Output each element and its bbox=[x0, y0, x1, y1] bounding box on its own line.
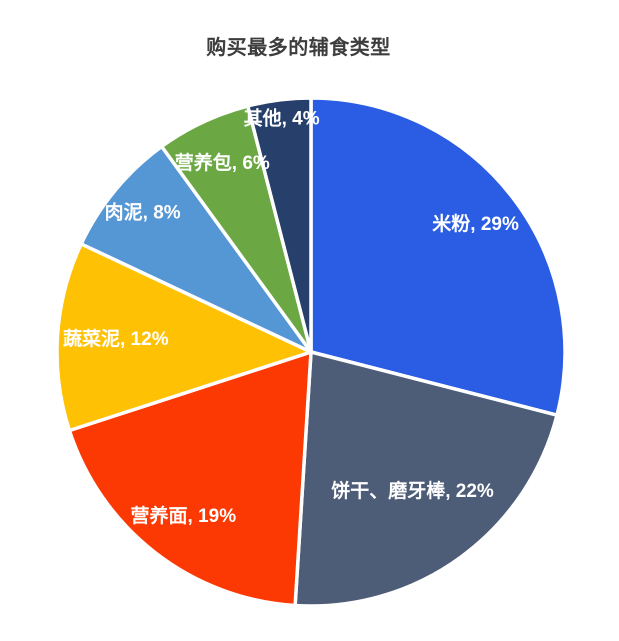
pie-slice-label-4: 肉泥, 8% bbox=[105, 200, 181, 223]
pie-slice-2 bbox=[67, 350, 313, 608]
pie-slice-label-1: 饼干、磨牙棒, 22% bbox=[331, 479, 494, 502]
pie-slice-label-2: 营养面, 19% bbox=[131, 504, 237, 527]
pie-slice-6 bbox=[246, 96, 313, 354]
pie-slice-3 bbox=[55, 242, 313, 433]
pie-slice-0 bbox=[309, 96, 567, 417]
pie-slice-label-5: 营养包, 6% bbox=[175, 151, 270, 174]
pie-slice-label-6: 其他, 4% bbox=[244, 106, 320, 129]
chart-title: 购买最多的辅食类型 bbox=[206, 37, 391, 59]
pie-slice-label-0: 米粉, 29% bbox=[432, 212, 519, 235]
pie-slice-4 bbox=[79, 144, 313, 354]
pie-slice-label-3: 蔬菜泥, 12% bbox=[63, 327, 169, 350]
pie-slice-1 bbox=[293, 350, 559, 608]
